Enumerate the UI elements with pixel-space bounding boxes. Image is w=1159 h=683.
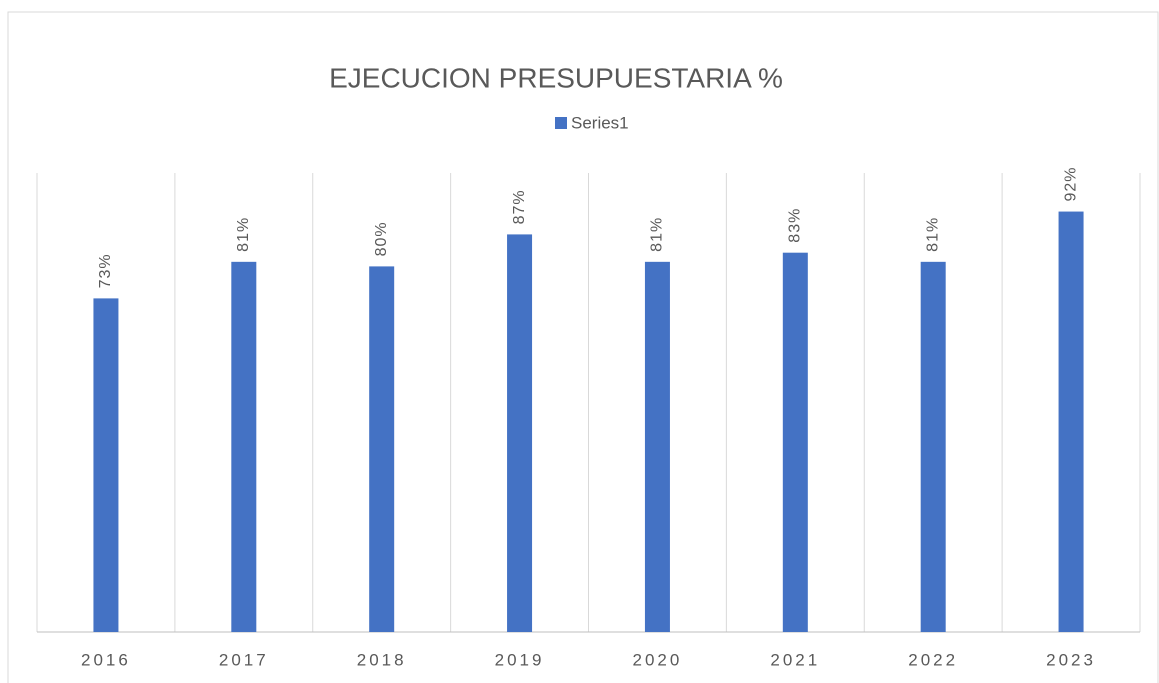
bar — [1058, 211, 1084, 632]
bar — [782, 252, 808, 632]
chart-title: EJECUCION PRESUPUESTARIA % — [329, 62, 783, 93]
legend-swatch — [555, 117, 567, 129]
x-tick-label: 2021 — [770, 650, 820, 669]
legend-label: Series1 — [571, 113, 629, 132]
bar — [369, 266, 395, 632]
data-label: 87% — [511, 189, 528, 224]
data-label: 81% — [649, 217, 666, 252]
bar — [507, 234, 533, 632]
data-label: 83% — [787, 208, 804, 243]
data-label: 80% — [373, 221, 390, 256]
x-tick-label: 2023 — [1046, 650, 1096, 669]
x-tick-label: 2018 — [357, 650, 407, 669]
data-label: 81% — [235, 217, 252, 252]
x-tick-label: 2022 — [908, 650, 958, 669]
x-tick-label: 2020 — [633, 650, 683, 669]
bar — [920, 261, 946, 632]
x-tick-label: 2019 — [495, 650, 545, 669]
bar — [231, 261, 257, 632]
x-tick-label: 2016 — [81, 650, 131, 669]
chart-border — [7, 11, 1159, 683]
data-label: 73% — [97, 253, 114, 288]
data-label: 81% — [924, 217, 941, 252]
x-tick-label: 2017 — [219, 650, 269, 669]
data-label: 92% — [1062, 167, 1079, 202]
bar — [644, 261, 670, 632]
bar — [93, 298, 119, 632]
